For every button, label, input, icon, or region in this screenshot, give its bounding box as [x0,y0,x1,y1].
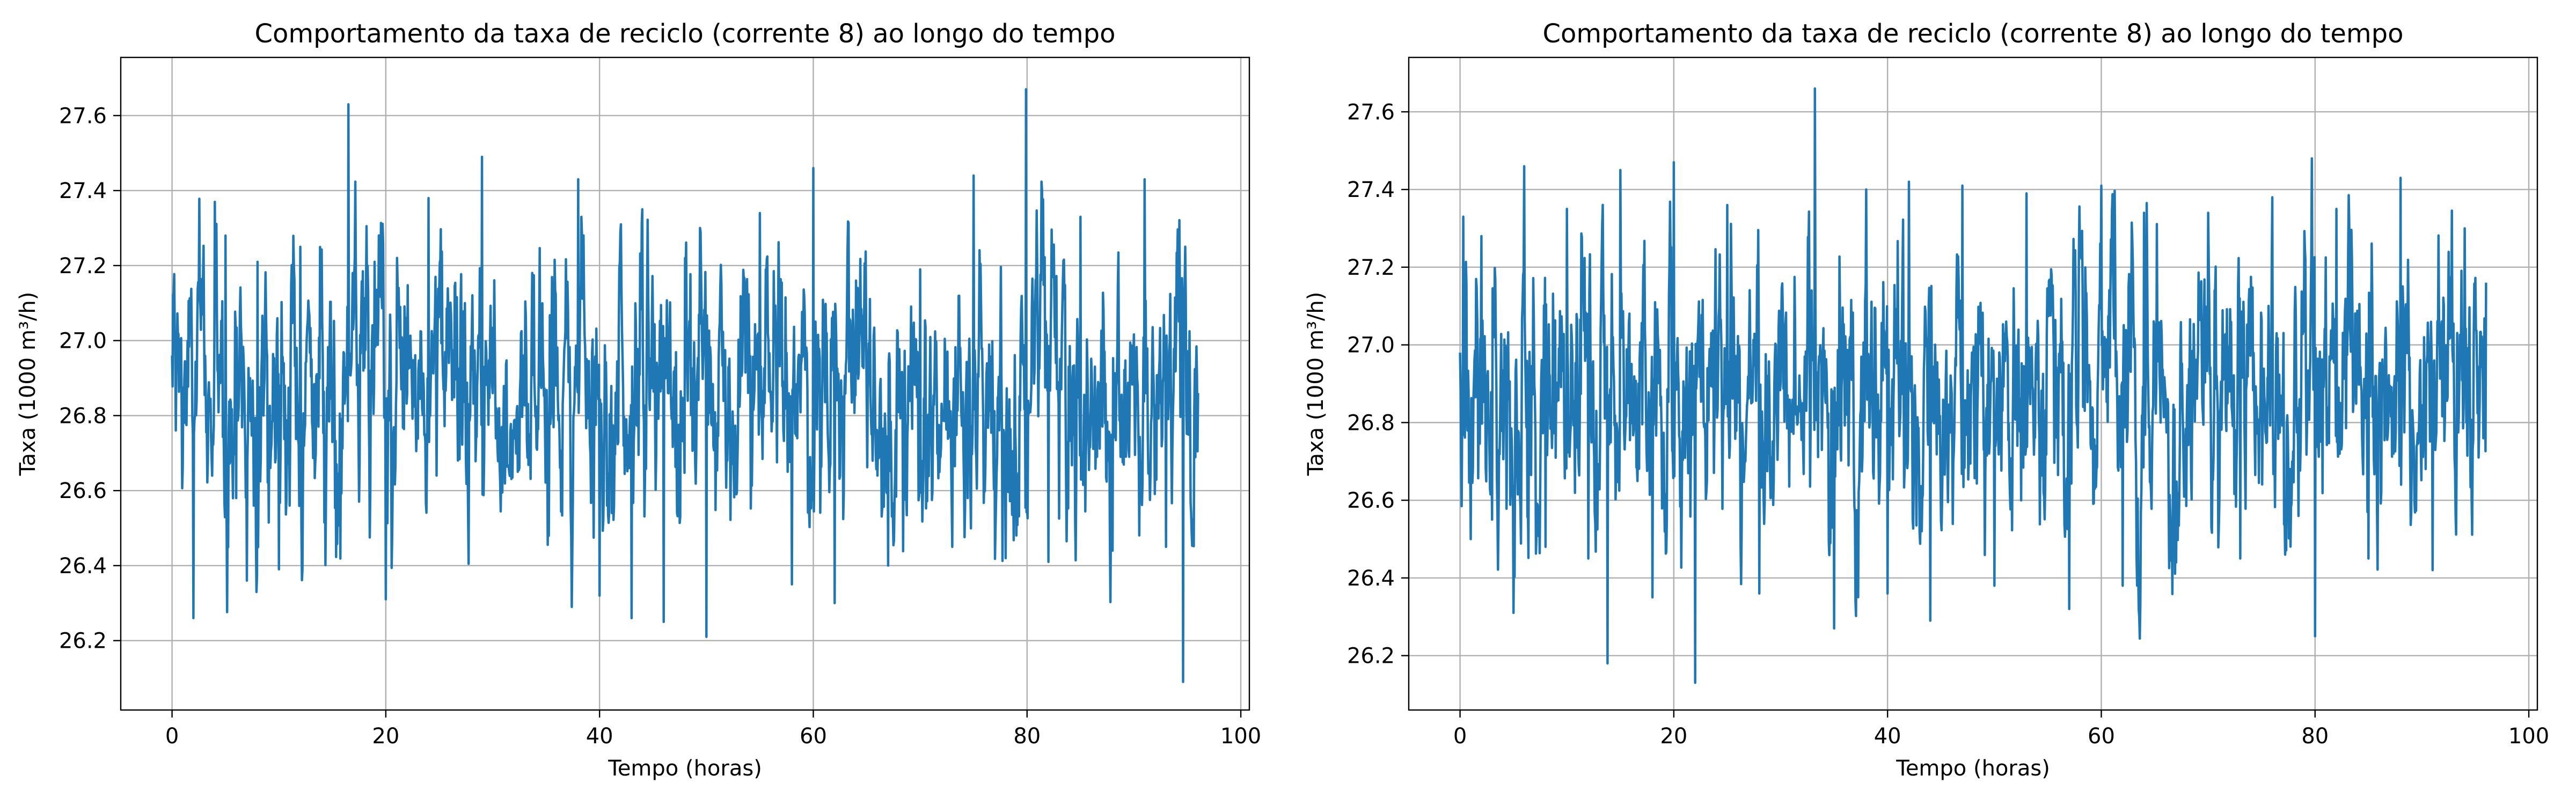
x-tick-label: 20 [372,724,399,749]
series-left [171,88,1199,683]
y-tick-label: 27.6 [59,104,107,128]
y-tick-label: 26.4 [1347,566,1395,591]
y-tick-label: 26.2 [59,629,107,654]
x-axis-label-left: Tempo (horas) [608,756,762,781]
y-tick-label: 27.4 [59,179,107,203]
ticks-right: 0 20 40 60 80 100 26.2 26.4 26.6 26.8 27.0 27.2 27.4… [1347,100,2549,749]
y-tick-label: 26.6 [1347,488,1395,513]
chart-title-right: Comportamento da taxa de reciclo (corren… [1542,19,2403,49]
chart-right: 0 20 40 60 80 100 26.2 26.4 26.6 26.8 27.0 27.2 27.4… [1304,19,2549,781]
x-axis-label-right: Tempo (horas) [1896,756,2050,781]
y-tick-label: 27.2 [1347,255,1395,280]
x-tick-label: 40 [586,724,613,749]
y-tick-label: 27.0 [1347,333,1395,358]
x-tick-label: 100 [2508,724,2549,749]
y-axis-label-right: Taxa (1000 m³/h) [1304,292,1328,477]
plot-area-frame-left [120,56,1250,711]
chart-title-left: Comportamento da taxa de reciclo (corren… [254,19,1115,49]
x-tick-label: 0 [1453,724,1467,749]
series-line [171,88,1199,683]
x-tick-label: 80 [2301,724,2329,749]
y-tick-label: 26.8 [1347,411,1395,435]
x-tick-label: 80 [1013,724,1041,749]
y-tick-label: 27.0 [59,329,107,354]
x-tick-label: 0 [165,724,179,749]
y-tick-label: 26.8 [59,404,107,428]
series-line [1459,87,2487,684]
y-axis-label-left: Taxa (1000 m³/h) [16,292,40,477]
y-tick-label: 26.2 [1347,644,1395,669]
series-right [1459,87,2487,684]
y-tick-label: 27.6 [1347,100,1395,125]
y-tick-label: 27.4 [1347,178,1395,202]
x-tick-label: 20 [1660,724,1687,749]
chart-left: 0 20 40 60 80 100 26.2 26.4 26.6 26.8 27.0 27.2 27.4… [16,19,1261,781]
y-tick-label: 27.2 [59,254,107,279]
y-tick-label: 26.6 [59,479,107,503]
x-tick-label: 60 [800,724,827,749]
x-tick-label: 100 [1220,724,1261,749]
y-tick-label: 26.4 [59,554,107,579]
ticks-left: 0 20 40 60 80 100 26.2 26.4 26.6 26.8 27.0 27.2 27.4… [59,104,1261,749]
x-tick-label: 60 [2088,724,2115,749]
x-tick-label: 40 [1874,724,1901,749]
plot-area-frame-right [1408,56,2538,711]
